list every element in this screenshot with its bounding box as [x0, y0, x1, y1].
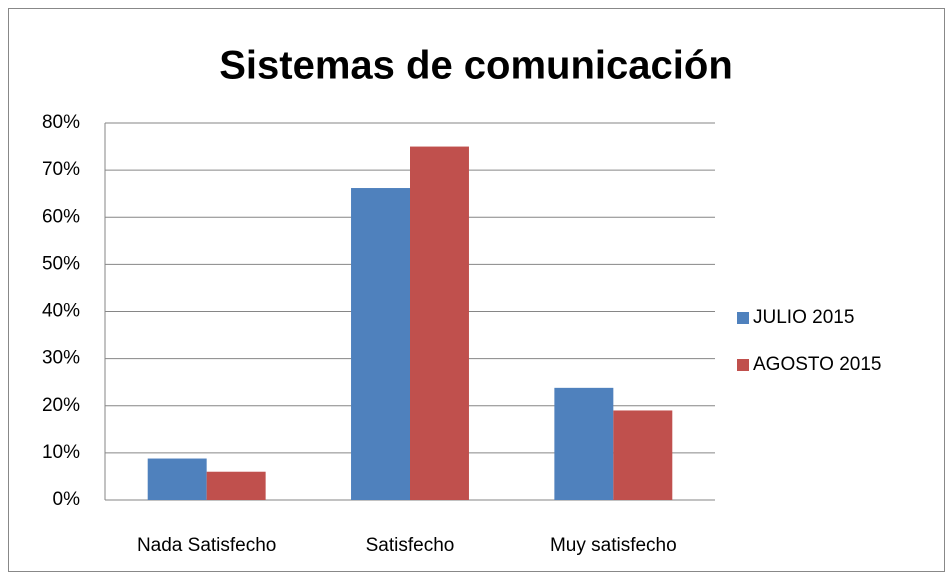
legend-swatch: [737, 359, 749, 371]
y-tick-label: 60%: [42, 206, 80, 227]
chart-title: Sistemas de comunicación: [219, 44, 733, 88]
x-tick-label: Muy satisfecho: [550, 535, 677, 556]
bar: [351, 188, 410, 500]
bar: [554, 387, 614, 500]
y-tick-label: 20%: [42, 395, 80, 416]
y-tick-label: 10%: [42, 442, 80, 463]
x-tick-label: Satisfecho: [366, 535, 455, 556]
x-tick-label: Nada Satisfecho: [137, 535, 276, 556]
y-tick-label: 30%: [42, 348, 80, 369]
bar: [613, 410, 673, 500]
y-tick-label: 0%: [53, 489, 81, 510]
legend-label: JULIO 2015: [753, 307, 854, 328]
legend-label: AGOSTO 2015: [753, 354, 882, 375]
bar: [410, 146, 469, 500]
y-tick-label: 70%: [42, 159, 80, 180]
y-tick-label: 80%: [42, 112, 80, 133]
bar: [147, 458, 207, 500]
y-tick-label: 40%: [42, 301, 80, 322]
legend-swatch: [737, 312, 749, 324]
y-tick-label: 50%: [42, 253, 80, 274]
bar: [206, 471, 266, 500]
